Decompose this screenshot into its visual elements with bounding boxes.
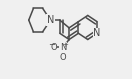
Text: −: − [48, 40, 55, 49]
Text: O: O [60, 53, 66, 62]
Text: N: N [60, 43, 66, 52]
Text: +: + [62, 42, 68, 48]
Text: O: O [50, 43, 57, 52]
Text: N: N [47, 15, 54, 25]
Text: N: N [93, 28, 101, 38]
